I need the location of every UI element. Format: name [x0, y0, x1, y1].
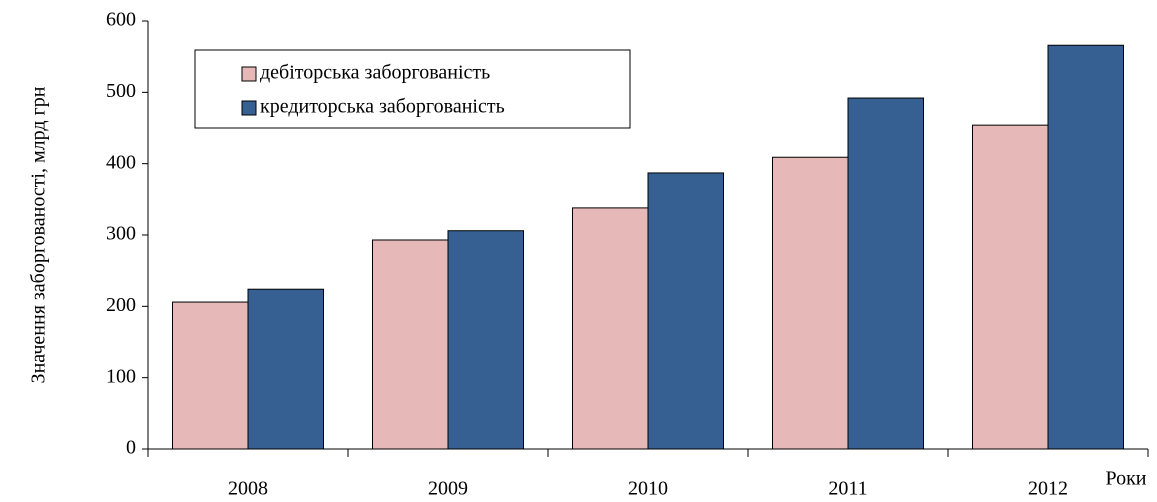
legend-swatch — [241, 100, 257, 116]
y-tick-label: 0 — [126, 437, 136, 459]
bar — [572, 207, 649, 450]
bar — [972, 124, 1049, 450]
bar — [447, 230, 524, 450]
x-tick-label: 2010 — [628, 478, 668, 500]
x-tick-label: 2011 — [828, 478, 867, 500]
bar — [772, 156, 849, 450]
bar — [247, 288, 324, 450]
y-tick-label: 100 — [106, 365, 136, 387]
legend-label: дебіторська заборгованість — [260, 62, 490, 84]
legend-label: кредиторська заборгованість — [260, 96, 505, 118]
bar — [372, 239, 449, 450]
x-axis-label: Роки — [1105, 468, 1146, 490]
y-tick-label: 600 — [106, 9, 136, 31]
y-tick-label: 400 — [106, 151, 136, 173]
legend-swatch — [241, 66, 257, 82]
x-tick-label: 2012 — [1028, 478, 1068, 500]
x-tick-label: 2009 — [428, 478, 468, 500]
y-tick-label: 300 — [106, 223, 136, 245]
legend-box — [194, 49, 631, 129]
bar — [847, 97, 924, 450]
y-tick-label: 500 — [106, 80, 136, 102]
x-tick-label: 2008 — [228, 478, 268, 500]
y-tick-label: 200 — [106, 294, 136, 316]
bar — [647, 172, 724, 450]
y-axis-label: Значення заборгованості, млрд грн — [28, 86, 50, 383]
bar — [1047, 44, 1124, 450]
bar — [172, 301, 249, 450]
